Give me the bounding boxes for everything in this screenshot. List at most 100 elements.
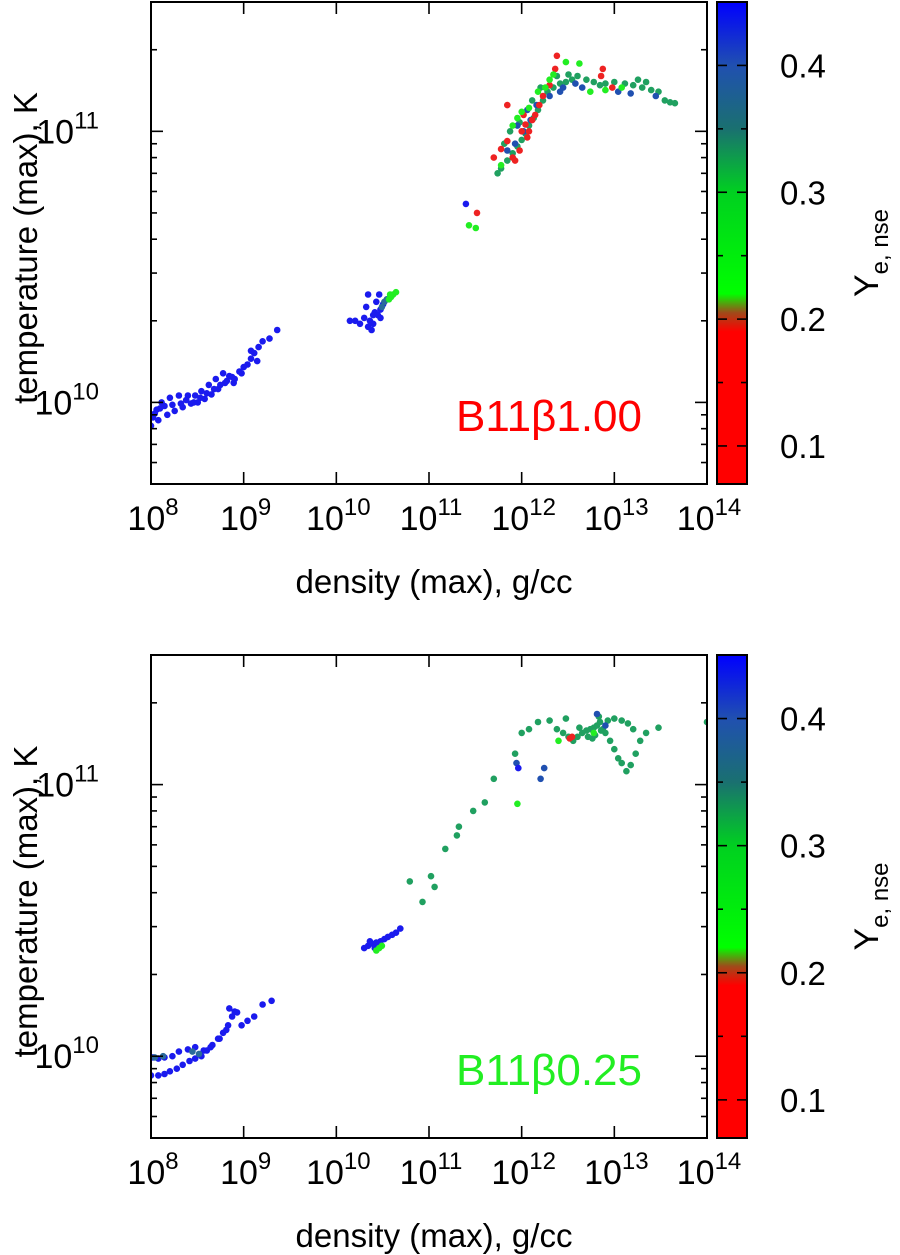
data-point [173,1065,181,1072]
data-point [259,338,266,345]
data-point [210,385,218,393]
data-point [247,347,255,355]
data-point [151,410,159,417]
data-point [419,898,426,906]
data-point [534,88,542,95]
data-point [566,735,573,742]
data-points [151,710,707,1079]
data-point [528,97,536,104]
data-point [427,872,435,880]
data-point [273,326,281,334]
data-point [266,335,273,342]
data-point [504,157,511,164]
data-point [509,122,516,129]
data-point [572,80,579,87]
data-point [606,737,614,745]
data-point [562,715,570,722]
data-point [565,71,572,78]
y-axis-label: temperature (max), K [7,92,44,404]
data-point [525,128,533,135]
colorbar-tick-label: 0.2 [780,955,826,992]
x-tick-label: 109 [220,494,271,538]
data-point [562,78,570,86]
panel-2: 108 109 1010 1011 1012 1013 1014 1010 1011 densit… [7,654,894,1254]
data-point [638,84,646,91]
colorbar-label: Ye, nse [848,862,894,950]
data-point [191,1055,199,1062]
data-point [356,320,364,328]
data-point [177,400,185,407]
data-point [511,750,519,757]
data-point [244,1017,251,1025]
colorbar [716,1,748,485]
colorbar-tick-label: 0.4 [780,701,826,738]
data-point [230,379,237,387]
y-tick-label: 1010 [34,1032,99,1076]
data-point [550,71,557,78]
data-point [182,396,190,404]
data-point [553,52,561,60]
data-point [386,291,394,298]
x-tick-label: 1014 [677,1148,742,1192]
data-point [590,729,598,737]
data-point [197,394,204,402]
data-point [497,161,505,169]
data-point [536,101,543,109]
data-point [373,298,380,306]
data-point [205,381,213,389]
data-point [490,154,498,161]
data-point [171,407,178,415]
data-point [515,764,522,772]
data-point [212,375,220,383]
data-point [596,718,604,726]
data-point [364,291,372,298]
data-point [226,1005,233,1012]
data-point [514,114,521,122]
data-point [203,390,211,397]
data-point [629,725,637,733]
data-point [559,729,567,737]
data-point [574,72,581,80]
data-point [200,1047,207,1054]
data-point [587,88,594,95]
data-point [632,750,639,757]
data-point [504,101,511,109]
data-point [497,145,505,153]
y-tick-label: 1011 [36,761,99,805]
data-point [255,343,262,351]
data-point [636,737,644,745]
data-point [534,718,542,726]
x-tick-label: 1010 [306,494,371,538]
colorbar-label: Ye, nse [848,209,894,297]
colorbar-tick-label: 0.1 [780,1082,826,1119]
data-point [490,775,498,783]
x-tick-label: 1010 [306,1148,371,1192]
colorbar-tick-label: 0.4 [780,47,826,84]
data-point [159,1052,167,1060]
x-tick-label: 1014 [677,494,742,538]
data-point [642,729,650,737]
data-point [514,800,521,808]
data-point [151,1054,159,1061]
data-point [671,99,679,107]
y-axis-label: temperature (max), K [7,746,44,1058]
data-point [546,92,553,100]
data-point [406,878,414,885]
data-point [611,715,618,722]
data-point [216,1035,223,1042]
data-point [207,1043,214,1051]
colorbar [716,654,748,1139]
data-point [514,122,521,129]
x-axis-label: density (max), g/cc [296,1217,573,1254]
data-point [504,147,511,154]
data-point [473,209,481,217]
data-point [624,720,632,727]
data-point [240,363,247,371]
data-point [175,1048,183,1055]
data-point [574,733,581,741]
data-point [189,1048,196,1055]
data-point [494,170,501,177]
data-point [597,72,605,80]
data-point [525,725,533,733]
data-point [268,997,275,1005]
